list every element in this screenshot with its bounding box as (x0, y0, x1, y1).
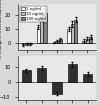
Legend: 1 ng/ml, 10 ng/ml, 100 ng/ml: 1 ng/ml, 10 ng/ml, 100 ng/ml (20, 6, 47, 22)
Bar (28, 43, 32, 44)
Bar (70, 24, 74, 43)
Bar (83, 74, 93, 82)
Bar (40, 18, 44, 43)
Bar (89, 37, 92, 43)
Bar (44, 13, 47, 43)
Bar (22, 43, 25, 45)
Bar (67, 29, 70, 43)
Bar (82, 41, 86, 43)
Bar (52, 82, 62, 94)
Y-axis label: % Change in internal diameter: % Change in internal diameter (0, 0, 3, 59)
Bar (55, 41, 59, 43)
Bar (25, 43, 28, 44)
Bar (37, 68, 46, 82)
Bar (59, 39, 62, 43)
Bar (22, 70, 31, 82)
Bar (74, 20, 77, 43)
Bar (68, 64, 77, 82)
Bar (86, 39, 89, 43)
Bar (37, 27, 40, 43)
